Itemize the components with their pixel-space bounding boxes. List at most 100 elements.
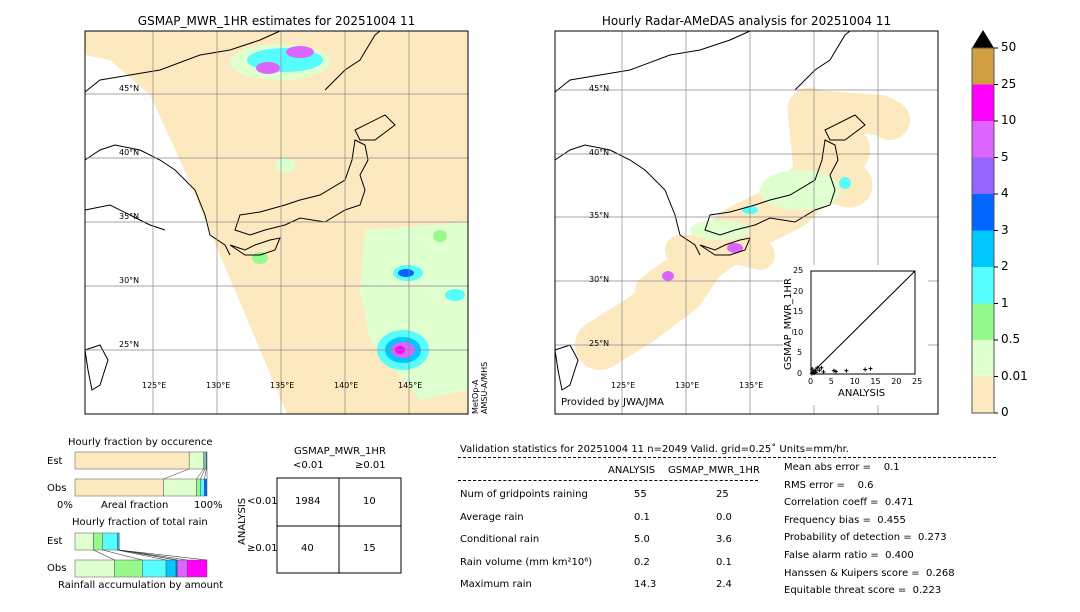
- scatter-point: [868, 366, 873, 371]
- occurrence-obs-segment: [200, 478, 205, 497]
- colorbar-swatch: [972, 48, 994, 85]
- left-lon-label: 130°E: [206, 381, 231, 390]
- contingency-col-1: ≥0.01: [355, 460, 386, 471]
- scatter-ytick: 5: [797, 348, 803, 358]
- rain-est-segment: [116, 532, 120, 551]
- occurrence-est-segment: [74, 451, 190, 470]
- colorbar-label: 4: [1001, 186, 1009, 200]
- contingency-col-0: <0.01: [293, 460, 324, 471]
- stat-gsmap: 3.6: [716, 534, 732, 545]
- scatter-xtick: 5: [828, 377, 834, 386]
- scatter-point: [821, 369, 826, 374]
- right-lat-label: 45°N: [589, 84, 610, 93]
- rain-obs-segment: [165, 559, 177, 578]
- score-line: Equitable threat score = 0.223: [784, 585, 942, 597]
- score-line: Correlation coeff = 0.471: [784, 497, 914, 509]
- scatter-ytick: 20: [793, 286, 804, 296]
- right-lat-label: 35°N: [589, 211, 610, 220]
- occurrence-est-segment: [188, 451, 204, 470]
- scatter-xtick: 10: [849, 377, 860, 386]
- colorbar-extend-arrow: [972, 30, 994, 48]
- cell-0-1: 10: [363, 496, 376, 507]
- left-lon-label: 125°E: [142, 381, 167, 390]
- rain-row-obs: Obs: [47, 563, 67, 574]
- occurrence-x-max: 100%: [194, 500, 223, 511]
- rain-obs-segment: [177, 559, 188, 578]
- left-lat-label: 25°N: [119, 340, 140, 349]
- scatter-xtick: 0: [808, 377, 814, 386]
- rain-est-segment: [102, 532, 118, 551]
- colorbar-label: 25: [1001, 76, 1017, 91]
- score-line: RMS error = 0.6: [784, 479, 874, 491]
- rain-xlabel: Rainfall accumulation by amount: [58, 580, 224, 591]
- rain-est-segment: [74, 532, 94, 551]
- left-lat-label: 40°N: [119, 148, 140, 157]
- stat-label: Average rain: [460, 511, 524, 523]
- credit-text: Provided by JWA/JMA: [561, 397, 664, 408]
- stat-label: Rain volume (mm km²10⁶): [460, 556, 593, 568]
- colorbar-swatch: [972, 230, 994, 267]
- scatter-ytick: 10: [793, 327, 804, 337]
- scatter-point: [819, 365, 824, 370]
- scatter-point: [817, 368, 822, 373]
- col-header-analysis: ANALYSIS: [608, 465, 656, 476]
- diagonal-line: [810, 270, 916, 375]
- header-divider: [458, 457, 996, 458]
- scatter-point: [815, 365, 820, 370]
- rain-obs-segment: [114, 559, 143, 578]
- right-lat-label: 30°N: [589, 275, 610, 284]
- score-line: Mean abs error = 0.1: [784, 462, 900, 473]
- left-lat-label: 30°N: [119, 276, 140, 285]
- right-lon-label: 135°E: [739, 381, 764, 390]
- colorbar-swatch: [972, 194, 994, 231]
- rain-est-segment: [93, 532, 103, 551]
- stat-gsmap: 2.4: [716, 579, 732, 590]
- colorbar-swatch: [972, 376, 994, 413]
- occurrence-xlabel: Areal fraction: [101, 500, 169, 511]
- scatter-point: [833, 369, 838, 374]
- contingency-row-0: <0.01: [247, 496, 278, 507]
- sensor-line-2: AMSU-A/MHS: [480, 361, 489, 414]
- table-divider: [458, 480, 758, 481]
- colorbar-swatch: [972, 84, 994, 121]
- occurrence-obs-segment: [74, 478, 164, 497]
- stat-gsmap: 25: [716, 489, 729, 500]
- scatter-xtick: 25: [912, 377, 923, 386]
- stat-analysis: 0.1: [634, 511, 650, 523]
- cell-1-0: 40: [301, 543, 314, 554]
- col-header-gsmap: GSMAP_MWR_1HR: [668, 465, 760, 476]
- colorbar-label: 0.01: [1001, 368, 1028, 383]
- scatter-point: [863, 367, 868, 372]
- colorbar: [971, 30, 998, 414]
- stat-analysis: 14.3: [634, 579, 657, 590]
- fraction-bars: [74, 451, 208, 578]
- colorbar-swatch: [972, 340, 994, 377]
- scatter-point: [810, 367, 815, 372]
- score-line: Probability of detection = 0.273: [784, 532, 947, 544]
- scatter-xtick: 20: [891, 377, 902, 386]
- rain-obs-segment: [142, 559, 167, 578]
- left-lon-label: 135°E: [270, 381, 295, 390]
- scatter-xlabel: ANALYSIS: [838, 388, 886, 399]
- scatter-ytick: 0: [797, 369, 803, 378]
- stat-label: Maximum rain: [460, 579, 532, 590]
- stat-analysis: 5.0: [634, 534, 650, 545]
- stat-gsmap: 0.1: [716, 556, 732, 568]
- left-lon-label: 145°E: [398, 381, 423, 390]
- scatter-point: [844, 368, 849, 373]
- stat-analysis: 55: [634, 489, 647, 500]
- occurrence-row-obs: Obs: [47, 483, 67, 494]
- scatter-ytick: 15: [793, 307, 804, 317]
- occurrence-title: Hourly fraction by occurence: [68, 437, 213, 448]
- colorbar-label: 10: [1001, 113, 1017, 127]
- colorbar-label: 2: [1001, 259, 1009, 273]
- left-lon-label: 140°E: [334, 381, 359, 390]
- score-line: False alarm ratio = 0.400: [784, 550, 914, 561]
- colorbar-swatch: [972, 157, 994, 194]
- left-lat-label: 45°N: [119, 84, 140, 93]
- occurrence-est-segment: [206, 451, 208, 470]
- occurrence-obs-segment: [204, 478, 208, 497]
- stat-analysis: 0.2: [634, 556, 650, 568]
